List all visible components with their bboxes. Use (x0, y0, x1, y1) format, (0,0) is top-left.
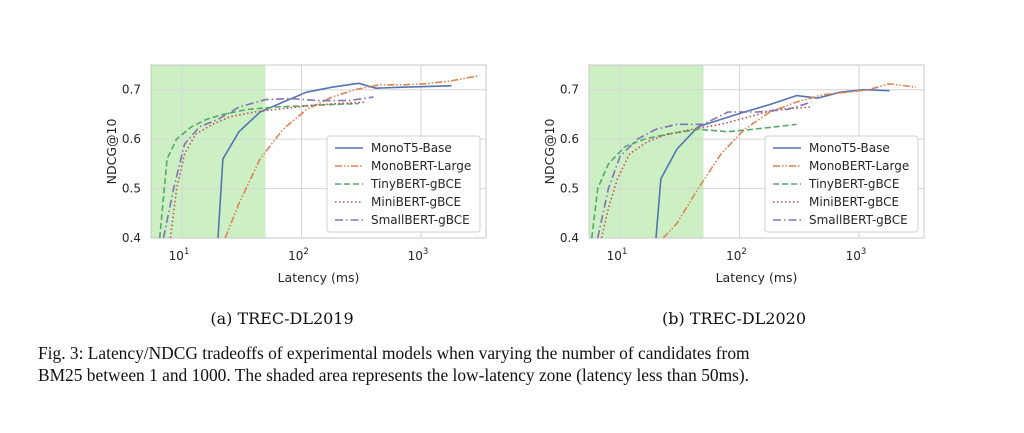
legend-label: SmallBERT-gBCE (809, 213, 908, 227)
y-tick-label: 0.5 (560, 182, 579, 196)
legend-box (764, 135, 919, 233)
y-tick-label: 0.6 (560, 132, 579, 146)
series-line-monobert-large (224, 75, 479, 239)
caption-text-1: Latency/NDCG tradeoffs of experimental m… (87, 343, 750, 363)
x-tick-label: 103 (846, 247, 867, 263)
legend-label: MiniBERT-gBCE (371, 195, 461, 209)
low-latency-zone (589, 65, 704, 238)
x-tick-label: 101 (169, 247, 190, 263)
x-tick-exponent: 1 (622, 247, 627, 257)
x-tick-exponent: 2 (303, 247, 308, 257)
x-tick-exponent: 3 (861, 247, 866, 257)
y-tick-label: 0.7 (560, 83, 579, 97)
y-tick-label: 0.4 (560, 231, 579, 245)
caption-line-1: Fig. 3: Latency/NDCG tradeoffs of experi… (38, 342, 998, 364)
legend-label: SmallBERT-gBCE (371, 213, 470, 227)
low-latency-zone (151, 65, 266, 238)
x-tick-exponent: 3 (423, 247, 428, 257)
x-tick-label: 101 (607, 247, 628, 263)
series-line-minibert-gbce (600, 106, 812, 239)
y-tick-label: 0.5 (122, 182, 141, 196)
figure-caption: Fig. 3: Latency/NDCG tradeoffs of experi… (38, 342, 998, 386)
series-line-minibert-gbce (169, 101, 367, 239)
legend-label: MonoBERT-Large (809, 159, 909, 173)
legend-box (326, 135, 481, 233)
x-axis-label: Latency (ms) (716, 270, 798, 285)
series-line-monot5-base (217, 82, 452, 239)
x-tick-exponent: 1 (184, 247, 189, 257)
caption-label: Fig. 3: (38, 343, 84, 363)
legend-label: MonoBERT-Large (371, 159, 471, 173)
panel-b-chart: 0.4 0.5 0.6 0.7 101 102 103 Latency (ms) NDCG@10… (542, 64, 925, 285)
plot-frame (588, 64, 925, 239)
x-tick-label: 102 (726, 247, 747, 263)
legend-label: MonoT5-Base (809, 141, 890, 155)
legend-label: TinyBERT-gBCE (808, 177, 899, 191)
y-tick-label: 0.4 (122, 231, 141, 245)
legend-label: TinyBERT-gBCE (370, 177, 461, 191)
series-line-smallbert-gbce (162, 96, 374, 239)
series-line-smallbert-gbce (596, 101, 812, 239)
plot-frame (150, 64, 487, 239)
y-axis-label: NDCG@10 (104, 119, 119, 185)
panel-a-chart: 0.4 0.5 0.6 0.7 101 102 103 Latency (ms) NDCG@10… (104, 64, 487, 285)
subcaption-a: (a) TREC-DL2019 (210, 309, 354, 328)
x-tick-exponent: 2 (741, 247, 746, 257)
x-tick-label: 102 (288, 247, 309, 263)
legend: MonoT5-Base MonoBERT-Large TinyBERT-gBCE Mi… (326, 135, 481, 233)
y-tick-label: 0.6 (122, 132, 141, 146)
y-tick-label: 0.7 (122, 83, 141, 97)
legend-label: MiniBERT-gBCE (809, 195, 899, 209)
subcaption-b: (b) TREC-DL2020 (661, 309, 807, 328)
x-tick-label: 103 (408, 247, 429, 263)
legend: MonoT5-Base MonoBERT-Large TinyBERT-gBCE Mi… (764, 135, 919, 233)
x-axis-label: Latency (ms) (278, 270, 360, 285)
y-axis-label: NDCG@10 (542, 119, 557, 185)
caption-line-2: BM25 between 1 and 1000. The shaded area… (38, 365, 750, 385)
series-line-monobert-large (662, 83, 917, 239)
legend-label: MonoT5-Base (371, 141, 452, 155)
